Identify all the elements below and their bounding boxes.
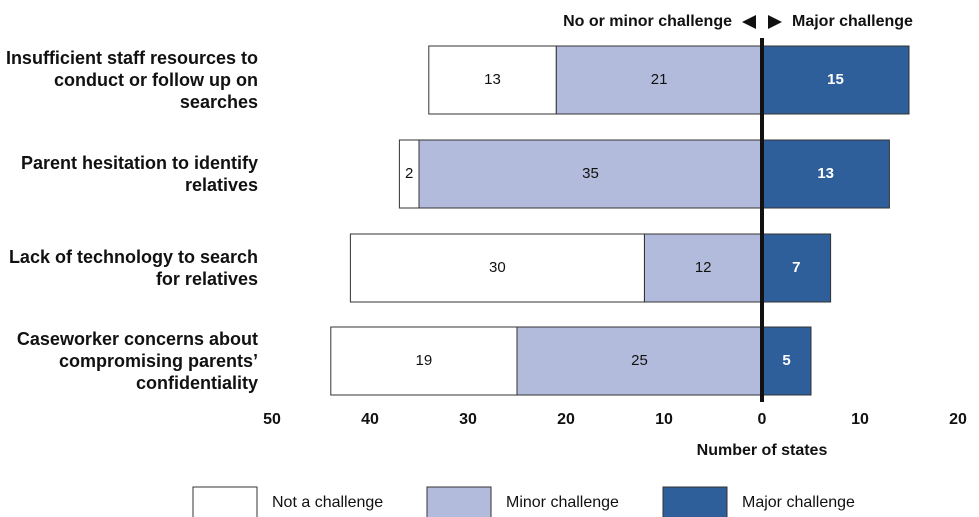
data-label: 35 xyxy=(582,165,599,182)
legend-label: Minor challenge xyxy=(506,494,619,511)
bar-segment xyxy=(643,233,763,303)
data-label: 25 xyxy=(631,352,648,369)
category-label: Lack of technology to search for relativ… xyxy=(8,247,258,289)
data-label: 15 xyxy=(827,71,844,88)
bar-segment xyxy=(418,139,763,209)
data-label: 21 xyxy=(651,71,668,88)
legend-swatch xyxy=(662,486,728,517)
category-label-box: Insufficient staff resources to conduct … xyxy=(5,48,258,112)
data-label: 5 xyxy=(782,352,790,369)
data-label: 12 xyxy=(695,259,712,276)
category-label-box: Lack of technology to search for relativ… xyxy=(8,247,258,289)
data-label: 30 xyxy=(489,259,506,276)
x-tick-label: 0 xyxy=(758,411,767,428)
legend-label: Major challenge xyxy=(742,494,855,511)
bar-segment xyxy=(761,139,890,209)
bar-segment xyxy=(555,45,763,115)
x-tick-label: 10 xyxy=(851,411,869,428)
bar-segment xyxy=(761,326,812,396)
x-tick-label: 10 xyxy=(655,411,673,428)
legend-swatch xyxy=(192,486,258,517)
x-axis-label: Number of states xyxy=(697,442,828,459)
right-arrow xyxy=(768,15,782,29)
data-label: 19 xyxy=(416,352,433,369)
category-label: Insufficient staff resources to conduct … xyxy=(5,48,258,112)
category-label-box: Caseworker concerns about compromising p… xyxy=(16,329,258,393)
data-label: 2 xyxy=(405,165,413,182)
x-tick-label: 40 xyxy=(361,411,379,428)
legend-swatch xyxy=(426,486,492,517)
x-tick-label: 20 xyxy=(557,411,575,428)
bar-segment xyxy=(428,45,557,115)
bar-segment xyxy=(330,326,518,396)
x-tick-label: 20 xyxy=(949,411,967,428)
right-header: Major challenge xyxy=(792,13,913,30)
bar-segment xyxy=(349,233,645,303)
category-label-box: Parent hesitation to identify relatives xyxy=(20,153,258,195)
legend-label: Not a challenge xyxy=(272,494,383,511)
left-header: No or minor challenge xyxy=(563,13,732,30)
category-label: Parent hesitation to identify relatives xyxy=(20,153,258,195)
x-tick-label: 50 xyxy=(263,411,281,428)
bar-segment xyxy=(761,45,910,115)
left-arrow xyxy=(742,15,756,29)
data-label: 13 xyxy=(817,165,834,182)
data-label: 7 xyxy=(792,259,800,276)
bar-segment xyxy=(398,139,420,209)
data-label: 13 xyxy=(484,71,501,88)
x-tick-label: 30 xyxy=(459,411,477,428)
category-label: Caseworker concerns about compromising p… xyxy=(16,329,258,393)
